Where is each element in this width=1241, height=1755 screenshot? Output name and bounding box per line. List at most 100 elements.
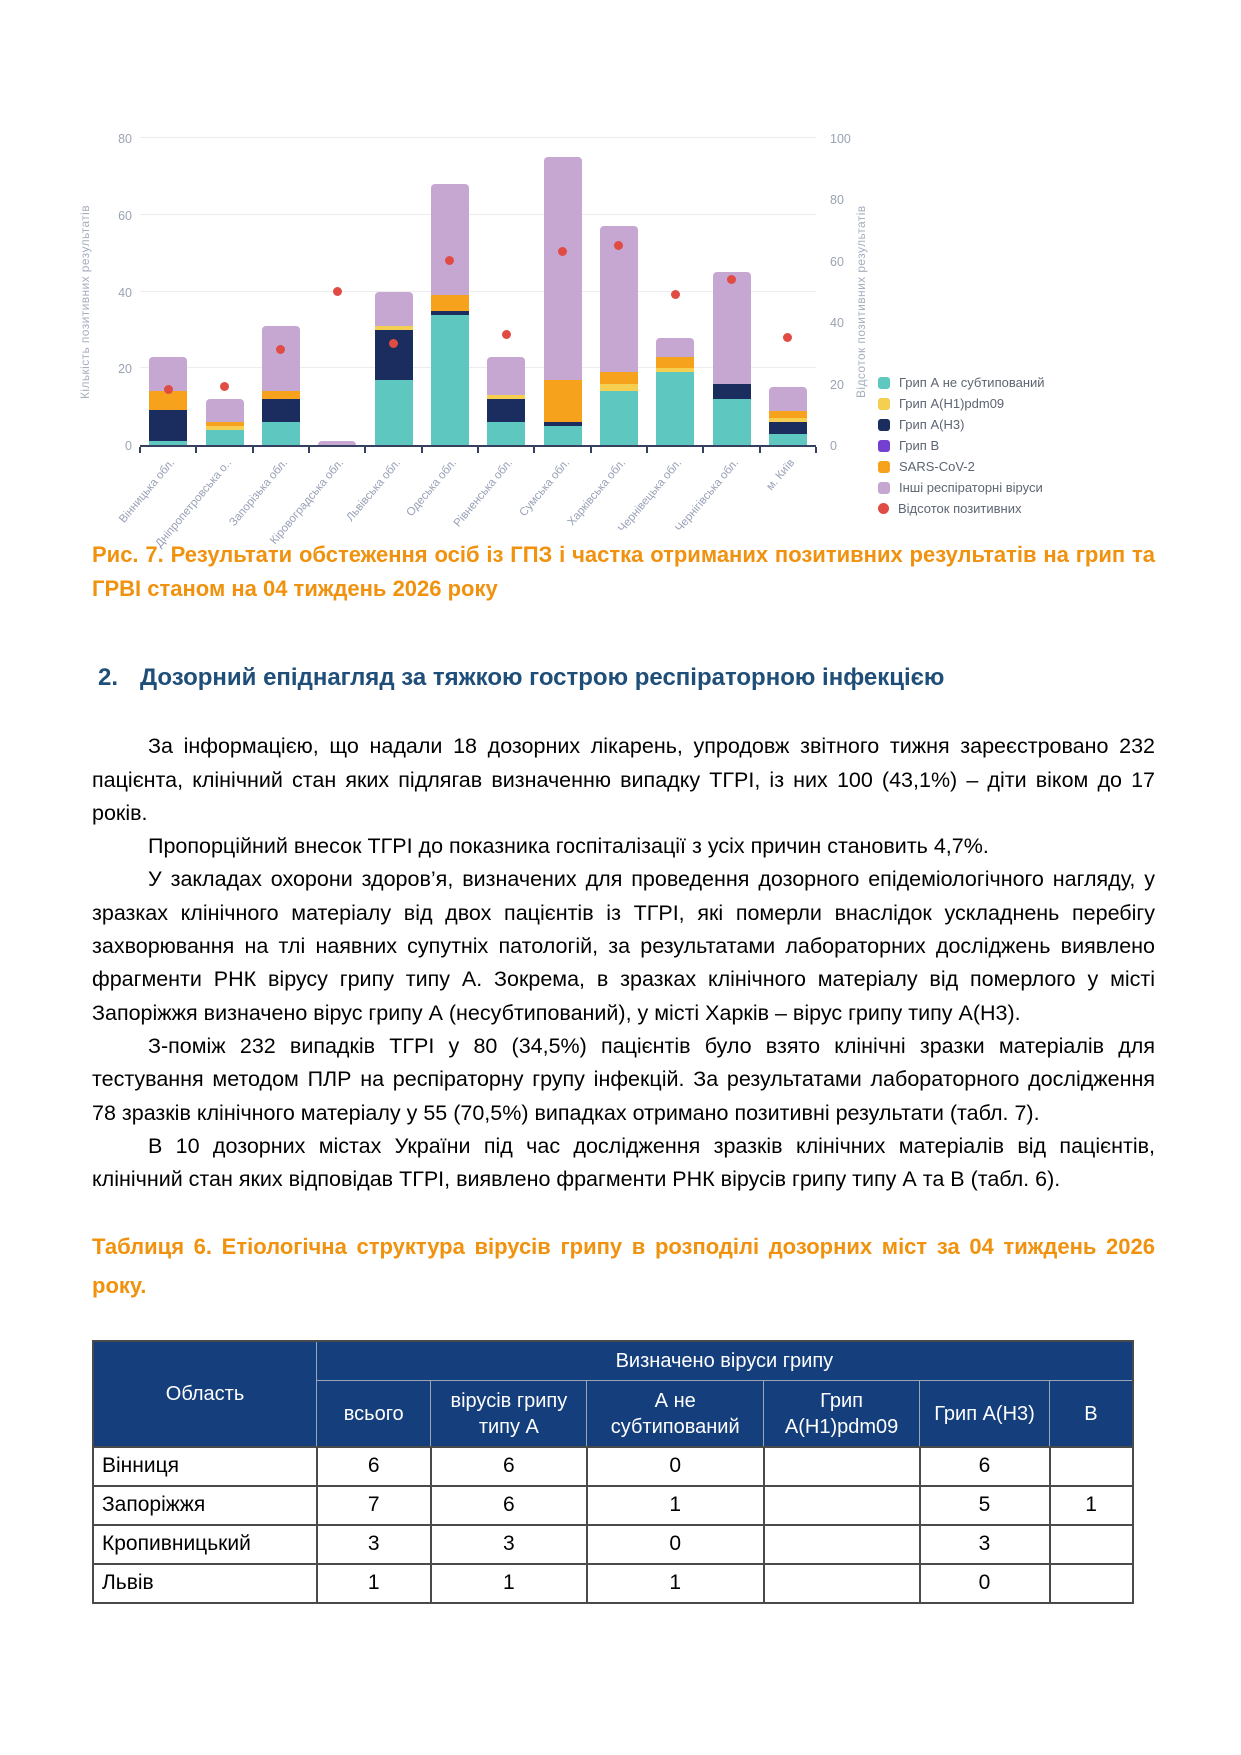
bar-segment	[768, 422, 807, 434]
bar-segment	[374, 326, 413, 330]
legend-label: Грип A(H1)pdm09	[899, 396, 1005, 411]
percent-dot	[783, 333, 793, 343]
body-paragraphs: За інформацією, що надали 18 дозорних лі…	[92, 730, 1155, 1196]
x-axis-label: Рівненська обл.	[451, 457, 516, 530]
percent-dot	[220, 382, 229, 392]
x-axis-label: Сумська обл.	[516, 457, 572, 519]
bar-segment	[543, 157, 582, 380]
legend-square-icon	[878, 376, 890, 389]
bar-segment	[205, 425, 244, 430]
paragraph: Пропорційний внесок ТГРІ до показника го…	[148, 834, 989, 859]
column-header-region: Область	[92, 1340, 318, 1448]
legend-square-icon	[878, 439, 890, 452]
bar-segment	[205, 398, 244, 422]
left-axis-tick-label: 60	[118, 208, 132, 223]
left-axis-tick-label: 0	[125, 439, 132, 453]
value-cell	[762, 1523, 921, 1565]
bar-segment	[149, 410, 188, 442]
value-cell: 3	[315, 1523, 432, 1565]
table-row: Запоріжжя 7 6 1 5 1	[92, 1484, 1134, 1526]
table-row: Львів 1 1 1 0	[92, 1562, 1134, 1604]
bar-segment	[205, 422, 244, 426]
region-cell: Львів	[92, 1562, 318, 1604]
stacked-bar	[768, 387, 807, 445]
percent-dot	[614, 240, 624, 250]
paragraph: У закладах охорони здоров’я, визначених …	[92, 867, 1155, 1025]
column-subheader: Грип A(H1)pdm09	[763, 1380, 921, 1448]
legend-label: Грип А(Н3)	[899, 417, 965, 432]
x-axis-label: Запорізька обл.	[227, 457, 291, 529]
bar-segment	[261, 391, 300, 399]
value-cell: 6	[429, 1445, 588, 1487]
bar-segment	[430, 310, 469, 315]
legend-label: SARS-CoV-2	[899, 459, 975, 474]
value-cell: 1	[585, 1562, 765, 1604]
bar-segment	[430, 184, 469, 296]
bar-segment	[487, 421, 526, 445]
bar-segment	[430, 295, 469, 311]
value-cell: 6	[315, 1445, 432, 1487]
value-cell: 0	[585, 1523, 765, 1565]
bar-segment	[656, 368, 695, 373]
percent-dot	[389, 339, 398, 349]
bar-segment	[599, 391, 638, 445]
legend-item: Грип А не субтипований	[878, 372, 1045, 393]
value-cell: 0	[585, 1445, 765, 1487]
right-axis-tick-label: 40	[830, 316, 844, 331]
x-axis-tick	[815, 447, 817, 453]
bar-segment	[712, 398, 751, 445]
gridline	[140, 213, 816, 215]
bar-segment	[656, 372, 695, 445]
x-axis-tick	[251, 447, 254, 453]
legend-dot-icon	[878, 503, 889, 514]
value-cell: 5	[918, 1484, 1051, 1526]
legend-square-icon	[878, 397, 890, 410]
value-cell: 1	[429, 1562, 588, 1604]
stacked-bar	[543, 157, 582, 445]
paragraph: В 10 дозорних містах України під час дос…	[92, 1133, 1155, 1192]
percent-dot	[501, 329, 511, 339]
x-axis-tick	[646, 447, 648, 453]
plot-area: 0 20 40 60 80 0 20 40 60 80 100 Вінницька обл. Дніпр…	[117, 132, 851, 550]
gridline	[140, 290, 816, 292]
percent-dot	[276, 345, 286, 355]
bar-segment	[768, 387, 807, 411]
section-title: Дозорний епіднагляд за тяжкою гострою ре…	[140, 664, 945, 692]
bar-segment	[487, 356, 526, 396]
legend-square-icon	[878, 481, 890, 494]
bar-segment	[261, 326, 300, 392]
column-subheader: вірусів грипу типу А	[430, 1380, 588, 1448]
legend-square-icon	[878, 460, 890, 473]
stacked-bar	[487, 356, 526, 445]
value-cell: 6	[429, 1484, 588, 1526]
percent-dot	[558, 247, 567, 257]
x-axis-label: Харківська обл.	[565, 457, 629, 529]
bar-segment	[599, 226, 638, 373]
value-cell	[1048, 1523, 1134, 1565]
legend-item: Грип B	[878, 435, 1045, 456]
column-subheader: всього	[316, 1380, 432, 1448]
stacked-bar	[712, 272, 751, 445]
stacked-bar	[261, 326, 300, 445]
x-axis-tick	[308, 447, 310, 453]
percent-dot	[332, 287, 342, 296]
bar-segment	[712, 383, 751, 399]
paragraph: За інформацією, що надали 18 дозорних лі…	[92, 734, 1155, 825]
column-group-header: Визначено віруси грипу	[316, 1340, 1134, 1382]
bar-segment	[656, 337, 695, 357]
bar-segment	[599, 372, 638, 384]
x-axis-tick	[477, 447, 479, 453]
x-axis-tick	[533, 447, 536, 453]
table-6: Область Визначено віруси грипу всього вір…	[92, 1339, 1134, 1604]
x-axis-tick	[589, 447, 592, 453]
bar-segment	[149, 391, 188, 411]
value-cell: 1	[1048, 1484, 1134, 1526]
legend-item: Відсоток позитивних	[878, 498, 1045, 519]
stacked-bar	[374, 291, 413, 445]
bar-segment	[261, 421, 300, 445]
percent-dot	[727, 274, 736, 284]
table-row: Вінниця 6 6 0 6	[92, 1445, 1134, 1487]
bar-segment	[768, 418, 807, 422]
right-axis-tick-label: 100	[830, 132, 851, 146]
bar-segment	[543, 425, 582, 445]
